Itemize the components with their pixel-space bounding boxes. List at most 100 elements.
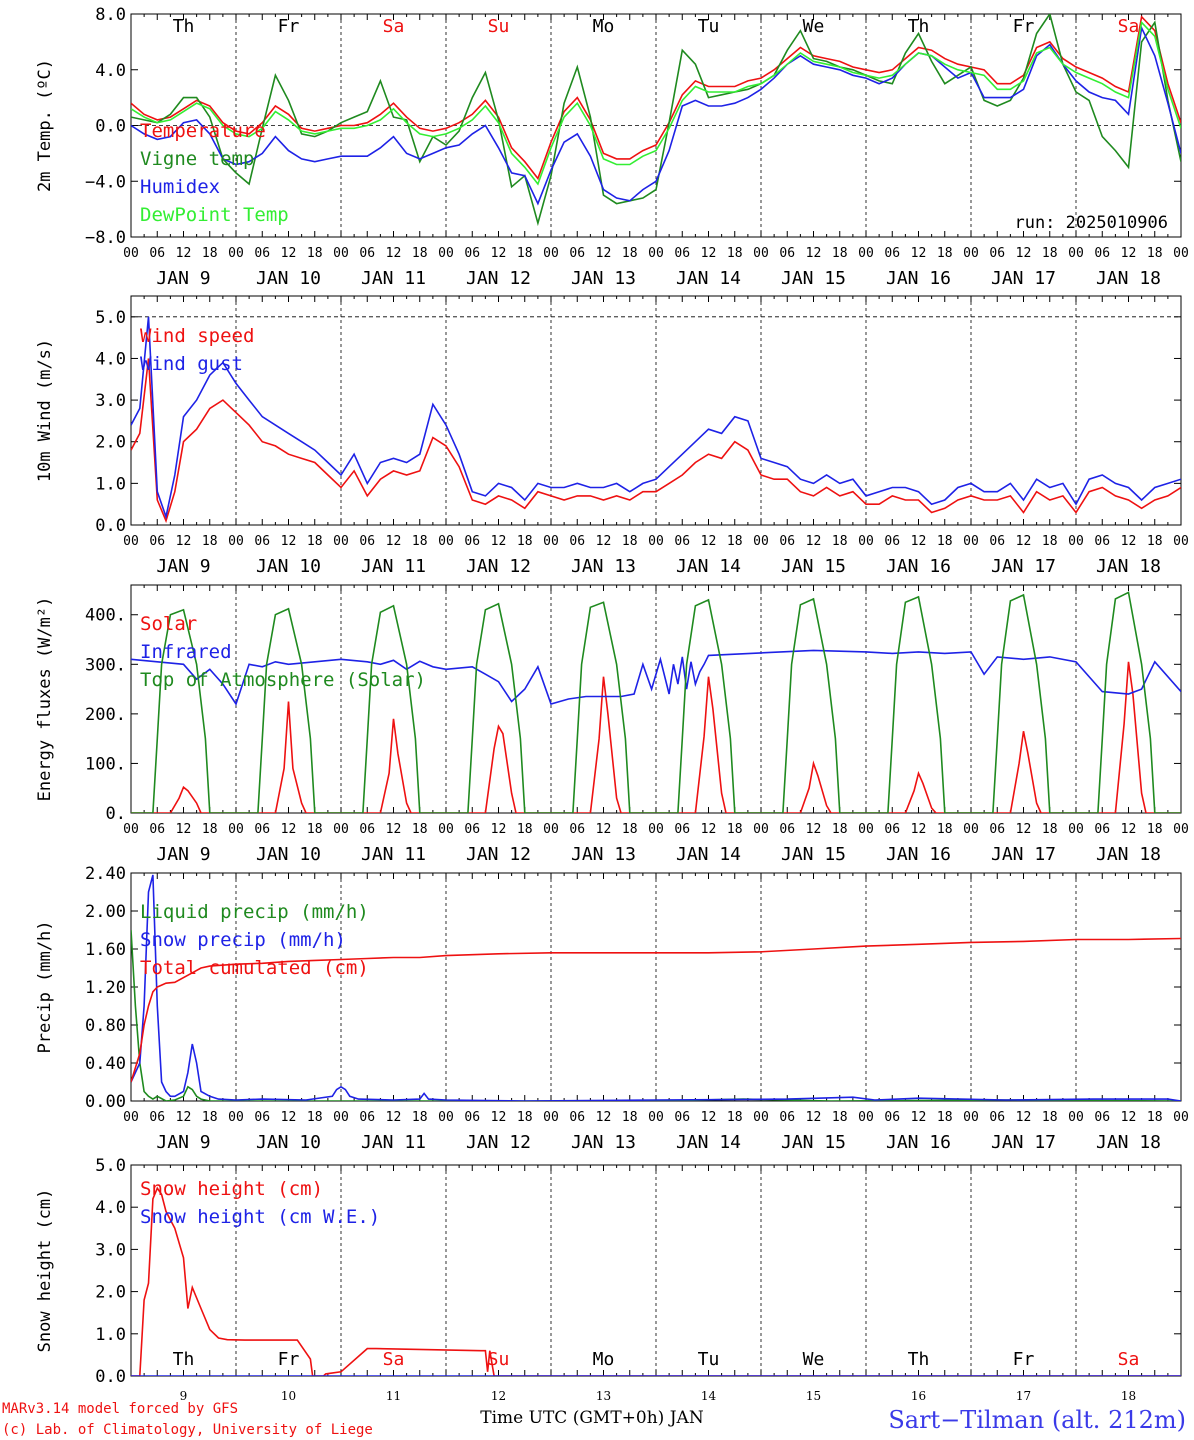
hour-tick-label: 12 [281, 246, 297, 261]
series-line-snow-precip-mm-h- [131, 874, 1181, 1101]
hour-tick-label: 18 [832, 1110, 848, 1125]
panel-precip: 0.00 0.40 0.80 1.20 1.60 2.00 2.40 Precip (mm/h… [35, 864, 1189, 1153]
weekday-label: Mo [593, 1349, 615, 1370]
lab-credit: (c) Lab. of Climatology, University of L… [2, 1422, 373, 1438]
y-tick-label: 4.0 [95, 61, 126, 81]
series-line-wind-speed [131, 358, 1181, 524]
hour-tick-label: 18 [937, 246, 953, 261]
hour-tick-label: 18 [622, 822, 638, 837]
hour-tick-label: 06 [674, 1110, 690, 1125]
hour-tick-label: 12 [491, 534, 507, 549]
hour-tick-label: 12 [806, 246, 822, 261]
hour-tick-label: 00 [1068, 246, 1084, 261]
hour-tick-label: 06 [359, 534, 375, 549]
hour-tick-label: 12 [281, 534, 297, 549]
hour-tick-label: 18 [1147, 534, 1163, 549]
hour-tick-label: 06 [254, 822, 270, 837]
hour-tick-label: 18 [412, 1110, 428, 1125]
day-number: 18 [1121, 1389, 1136, 1403]
y-tick-label: 1.0 [95, 474, 126, 494]
hour-tick-label: 12 [911, 246, 927, 261]
hour-tick-label: 00 [1068, 822, 1084, 837]
hour-tick-label: 12 [596, 246, 612, 261]
hour-tick-label: 18 [517, 246, 533, 261]
hour-tick-label: 06 [464, 534, 480, 549]
hour-tick-label: 06 [779, 534, 795, 549]
series-line-solar [131, 661, 1181, 813]
y-tick-label: 2.0 [95, 1283, 126, 1303]
y-tick-label: 3.0 [95, 391, 126, 411]
hour-tick-label: 00 [228, 534, 244, 549]
hour-tick-label: 00 [753, 534, 769, 549]
legend-entry: Vigne temp [140, 148, 254, 170]
hour-tick-label: 06 [674, 246, 690, 261]
hour-tick-label: 12 [176, 534, 192, 549]
weekday-label: We [803, 1349, 825, 1370]
hour-tick-label: 00 [753, 822, 769, 837]
hour-tick-label: 18 [202, 822, 218, 837]
y-tick-label: 1.60 [85, 940, 126, 960]
hour-tick-label: 18 [1042, 822, 1058, 837]
hour-tick-label: 06 [884, 246, 900, 261]
hour-tick-label: 18 [937, 822, 953, 837]
date-label: JAN 16 [886, 1132, 951, 1153]
date-label: JAN 13 [571, 556, 636, 577]
date-label: JAN 11 [361, 556, 426, 577]
hour-tick-label: 12 [1121, 822, 1137, 837]
hour-tick-label: 12 [806, 1110, 822, 1125]
date-label: JAN 11 [361, 268, 426, 289]
series-line-top-of-atmosphere-solar- [131, 591, 1181, 813]
hour-tick-label: 00 [648, 534, 664, 549]
day-number: 16 [911, 1389, 926, 1403]
date-label: JAN 10 [256, 844, 321, 865]
hour-tick-label: 06 [464, 1110, 480, 1125]
date-label: JAN 12 [466, 268, 531, 289]
hour-tick-label: 00 [648, 1110, 664, 1125]
hour-tick-label: 06 [569, 1110, 585, 1125]
weekday-label: Fr [278, 16, 300, 37]
hour-tick-label: 18 [307, 534, 323, 549]
date-label: JAN 12 [466, 1132, 531, 1153]
hour-tick-label: 12 [386, 1110, 402, 1125]
day-number: 11 [386, 1389, 401, 1403]
hour-tick-label: 12 [176, 822, 192, 837]
weekday-label: Th [173, 1349, 195, 1370]
legend-entry: Solar [140, 613, 197, 635]
hour-tick-label: 00 [963, 1110, 979, 1125]
hour-tick-label: 12 [491, 246, 507, 261]
legend-entry: Snow height (cm W.E.) [140, 1206, 380, 1228]
series-line-liquid-precip-mm-h- [131, 929, 1181, 1101]
hour-tick-label: 06 [464, 246, 480, 261]
hour-tick-label: 12 [281, 1110, 297, 1125]
hour-tick-label: 00 [228, 1110, 244, 1125]
legend-entry: Liquid precip (mm/h) [140, 901, 369, 923]
series-line-vigne-temp [131, 14, 1181, 227]
y-tick-label: −8.0 [85, 228, 126, 248]
date-label: JAN 11 [361, 1132, 426, 1153]
hour-tick-label: 06 [149, 534, 165, 549]
hour-tick-label: 06 [569, 246, 585, 261]
date-label: JAN 13 [571, 844, 636, 865]
legend-entry: Snow height (cm) [140, 1178, 323, 1200]
hour-tick-label: 00 [123, 1110, 139, 1125]
hour-tick-label: 00 [543, 822, 559, 837]
date-label: JAN 18 [1096, 268, 1161, 289]
hour-tick-label: 12 [701, 822, 717, 837]
hour-tick-label: 06 [254, 246, 270, 261]
hour-tick-label: 18 [307, 246, 323, 261]
hour-tick-label: 00 [438, 822, 454, 837]
y-tick-label: 8.0 [95, 5, 126, 25]
y-tick-label: 5.0 [95, 308, 126, 328]
hour-tick-label: 00 [858, 822, 874, 837]
hour-tick-label: 18 [1147, 822, 1163, 837]
hour-tick-label: 00 [963, 822, 979, 837]
hour-tick-label: 12 [701, 246, 717, 261]
weekday-label: Th [908, 1349, 930, 1370]
hour-tick-label: 12 [596, 534, 612, 549]
date-label: JAN 12 [466, 844, 531, 865]
date-label: JAN 17 [991, 1132, 1056, 1153]
hour-tick-label: 12 [596, 822, 612, 837]
date-label: JAN 15 [781, 844, 846, 865]
y-tick-label: 2.00 [85, 902, 126, 922]
hour-tick-label: 06 [1094, 1110, 1110, 1125]
